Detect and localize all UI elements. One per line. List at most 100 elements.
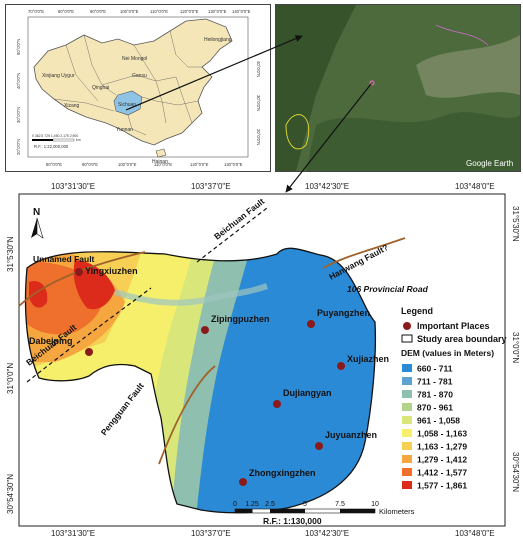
legend-dem-label: 711 - 781: [417, 377, 453, 387]
china-left-tick: 50°0'0"N: [16, 39, 21, 55]
china-rf-text: R.F.: 1:22,000,000: [34, 144, 69, 149]
north-arrow: N: [31, 207, 44, 239]
legend-dem-swatch: [402, 455, 412, 463]
north-label: N: [33, 207, 40, 218]
dem-band: [73, 260, 115, 310]
legend-dem-swatch: [402, 468, 412, 476]
place-marker: [85, 348, 93, 356]
main-bottom-tick: 103°37'0"E: [191, 529, 231, 538]
legend-dem-label: 1,577 - 1,861: [417, 481, 467, 491]
beichuan-fault-north: [196, 207, 268, 263]
place-marker: [315, 442, 323, 450]
china-right-tick: 30°0'0"N: [256, 95, 261, 111]
legend-dem-swatch: [402, 364, 412, 372]
legend-dem-swatch: [402, 377, 412, 385]
legend-dem-title: DEM (values in Meters): [401, 348, 494, 358]
main-left-tick: 31°0'0"N: [6, 363, 15, 394]
legend-dem-swatch: [402, 481, 412, 489]
place-label: Xujiazhen: [347, 354, 389, 364]
china-left-tick: 30°0'0"N: [16, 107, 21, 123]
china-right-tick: 40°0'0"N: [256, 61, 261, 77]
map-legend: Legend Important Places Study area bound…: [401, 306, 507, 491]
scale-number: 1.25: [245, 501, 259, 508]
legend-dem-label: 961 - 1,058: [417, 416, 460, 426]
fault-lines: [18, 237, 406, 465]
scale-number: 2.5: [265, 501, 275, 508]
river-valley: [114, 283, 269, 306]
scale-bar-segment: [235, 509, 253, 513]
legend-dem-label: 1,163 - 1,279: [417, 442, 467, 452]
legend-dem-swatch: [402, 429, 412, 437]
main-left-tick: 30°54'30"N: [6, 474, 15, 514]
scale-number: 10: [371, 501, 379, 508]
hanwang-fault-line: [322, 237, 406, 269]
china-inset-map: 70°0'0"E 80°0'0"E 90°0'0"E 100°0'0"E 110…: [5, 4, 271, 172]
region-label: Sichuan: [118, 102, 136, 108]
legend-dem-classes: 660 - 711 711 - 781 781 - 870 870 - 961 961 …: [402, 364, 467, 491]
main-top-tick: 103°37'0"E: [191, 182, 231, 191]
scale-number: 0: [233, 501, 237, 508]
china-scale-numbers: 0 362.5 725 1,450 2,175 2,900: [32, 134, 78, 138]
scale-bar-segment: [340, 509, 375, 513]
study-area-boundary: [24, 247, 377, 514]
satellite-valley: [416, 35, 520, 98]
pengguan-fault-line: [158, 365, 216, 465]
china-top-tick: 90°0'0"E: [90, 9, 106, 14]
region-label: Qinghai: [92, 85, 109, 91]
place-marker: [337, 362, 345, 370]
place-marker: [273, 400, 281, 408]
region-label: Xinjiang Uygur: [42, 73, 75, 79]
place-marker: [307, 320, 315, 328]
unnamed-fault-line: [18, 251, 146, 307]
legend-title: Legend: [401, 306, 433, 316]
main-top-tick: 103°48'0"E: [455, 182, 495, 191]
legend-dem-swatch: [402, 416, 412, 424]
place-label: Zhongxingzhen: [249, 468, 316, 478]
satellite-inset: Google Earth: [275, 4, 521, 172]
north-arrow-shape: [36, 217, 44, 239]
region-label: Xizang: [64, 103, 80, 109]
place-label: Zipingpuzhen: [211, 314, 270, 324]
hainan-island: [155, 148, 167, 158]
legend-dem-label: 1,058 - 1,163: [417, 429, 467, 439]
main-scale-bar: 0 1.25 2.5 5 7.5 10 Kilometers R.F.: 1:1…: [233, 501, 415, 526]
satellite-outline: [435, 24, 489, 46]
main-left-tick: 31°5'30"N: [6, 236, 15, 272]
china-top-tick: 110°0'0"E: [150, 9, 168, 14]
legend-dem-label: 1,279 - 1,412: [417, 455, 467, 465]
main-top-tick: 103°31'30"E: [51, 182, 95, 191]
china-left-tick: 20°0'0"N: [16, 139, 21, 155]
china-bottom-tick: 80°0'0"E: [46, 162, 62, 167]
china-inset-svg: 70°0'0"E 80°0'0"E 90°0'0"E 100°0'0"E 110…: [16, 9, 261, 167]
important-places: [75, 268, 345, 486]
china-top-tick: 130°0'0"E: [208, 9, 227, 14]
legend-dem-swatch: [402, 442, 412, 450]
region-label: Heilongjiang: [204, 37, 232, 43]
legend-boundary-label: Study area boundary: [417, 334, 507, 344]
region-label: Yunnan: [116, 127, 133, 133]
beichuan-fault-south: [26, 287, 152, 383]
fault-label: Unnamed Fault: [33, 254, 95, 264]
china-top-tick: 100°0'0"E: [120, 9, 139, 14]
china-bottom-tick: 90°0'0"E: [82, 162, 98, 167]
study-area-marker: [369, 80, 375, 86]
place-label: Puyangzhen: [317, 308, 370, 318]
china-top-tick: 80°0'0"E: [58, 9, 74, 14]
region-label: Hainan: [152, 159, 168, 165]
scale-unit: Kilometers: [379, 507, 415, 516]
main-right-tick: 31°0'0"N: [511, 332, 520, 363]
china-top-tick: 140°0'0"E: [232, 9, 251, 14]
legend-dem-swatch: [402, 403, 412, 411]
legend-place-marker: [403, 322, 411, 330]
region-label: Gansu: [132, 73, 147, 79]
legend-dem-label: 870 - 961: [417, 403, 453, 413]
north-arrow-shape: [31, 218, 37, 238]
china-bottom-tick: 130°0'0"E: [224, 162, 243, 167]
legend-dem-swatch: [402, 390, 412, 398]
china-top-tick: 120°0'0"E: [180, 9, 199, 14]
road-label: 106 Provincial Road: [347, 284, 429, 294]
place-marker: [239, 478, 247, 486]
main-right-tick: 30°54'30"N: [511, 452, 520, 492]
main-top-tick: 103°42'30"E: [305, 182, 349, 191]
scale-number: 5: [303, 501, 307, 508]
